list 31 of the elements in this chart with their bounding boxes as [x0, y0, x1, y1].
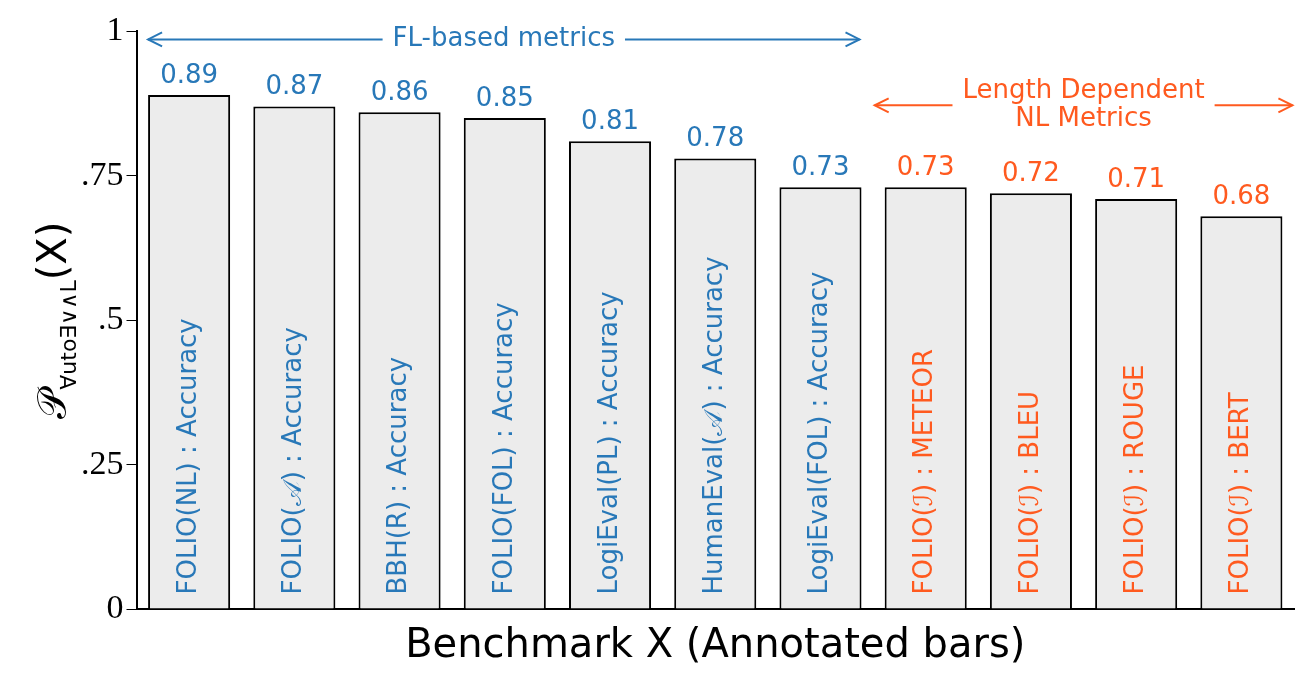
x-tick-label: FOLIO(ℐ) : BERT [1224, 392, 1255, 595]
data-label: 0.89 [160, 58, 219, 89]
x-tick-label: FOLIO(ℐ) : METEOR [908, 348, 939, 595]
data-label: 0.68 [1212, 179, 1271, 210]
x-tick-label: FOLIO(FOL) : Accuracy [487, 302, 518, 595]
y-axis-title: 𝒫∀uto∃∨∧L(X) [29, 221, 81, 419]
y-tick-label: 1 [106, 10, 124, 48]
y-tick-label: .75 [81, 154, 124, 192]
y-tick-label: .25 [81, 443, 124, 481]
data-label: 0.86 [370, 76, 429, 107]
annotation: FL-based metrics [392, 22, 615, 53]
y-tick-label: .5 [98, 299, 124, 337]
data-label: 0.73 [791, 151, 850, 182]
data-label: 0.72 [1001, 156, 1060, 187]
annotation: Length Dependent NL Metrics [962, 74, 1205, 133]
y-tick-label: 0 [106, 587, 124, 625]
data-label: 0.85 [475, 81, 534, 112]
data-label: 0.87 [265, 70, 324, 101]
data-label: 0.78 [686, 122, 745, 153]
x-tick-label: FOLIO(ℐ) : ROUGE [1118, 364, 1149, 595]
x-tick-label: HumanEval(𝒜) : Accuracy [698, 256, 728, 595]
data-label: 0.81 [581, 104, 639, 135]
x-tick-label: LogiEval(FOL) : Accuracy [803, 271, 834, 595]
x-tick-label: LogiEval(PL) : Accuracy [592, 291, 623, 595]
x-tick-label: FOLIO(𝒜) : Accuracy [277, 327, 308, 595]
data-label: 0.73 [896, 151, 955, 182]
data-label: 0.71 [1107, 162, 1166, 193]
x-tick-label: FOLIO(ℐ) : BLEU [1013, 390, 1044, 595]
x-tick-label: BBH(R) : Accuracy [382, 356, 413, 595]
x-tick-label: FOLIO(NL) : Accuracy [171, 318, 202, 595]
x-axis-title: Benchmark X (Annotated bars) [405, 620, 1026, 667]
